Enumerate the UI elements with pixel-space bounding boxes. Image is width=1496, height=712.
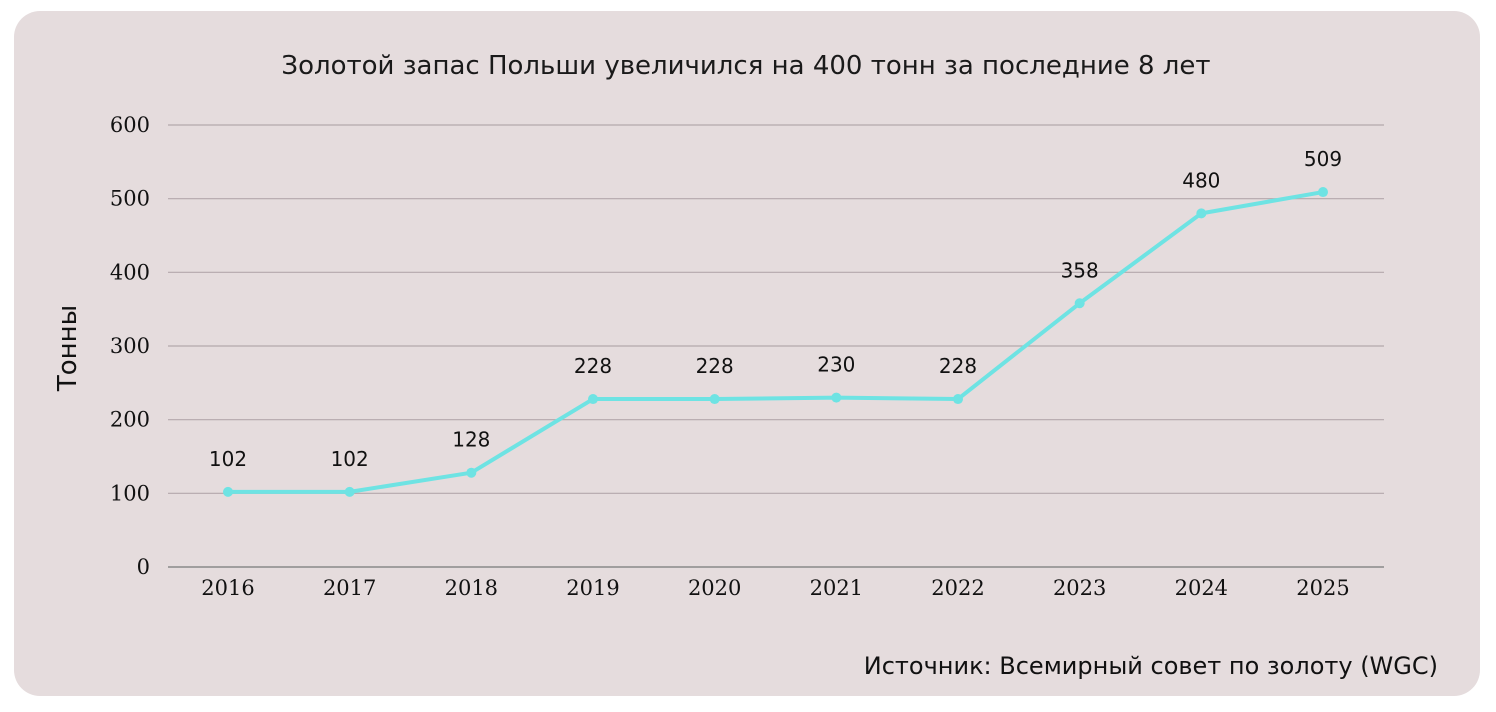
chart-title: Золотой запас Польши увеличился на 400 т… bbox=[281, 51, 1210, 81]
y-tick-label: 0 bbox=[137, 555, 150, 579]
data-point bbox=[953, 394, 963, 405]
data-label: 358 bbox=[1061, 258, 1099, 282]
x-tick-label: 2020 bbox=[688, 576, 741, 600]
y-tick-label: 300 bbox=[110, 334, 150, 358]
x-tick-label: 2017 bbox=[323, 576, 376, 600]
y-axis-ticks: 0 100 200 300 400 500 600 bbox=[110, 113, 150, 579]
data-point bbox=[1196, 208, 1207, 219]
y-tick-label: 600 bbox=[110, 113, 150, 137]
data-labels: 102 102 128 228 228 230 228 358 480 509 bbox=[209, 147, 1342, 471]
series-line bbox=[226, 190, 1325, 494]
x-tick-label: 2024 bbox=[1175, 576, 1228, 600]
series bbox=[223, 187, 1328, 497]
x-tick-label: 2019 bbox=[566, 576, 619, 600]
data-point bbox=[223, 486, 233, 497]
data-label: 228 bbox=[939, 354, 977, 378]
data-label: 102 bbox=[209, 447, 247, 471]
data-point bbox=[466, 467, 477, 478]
source-note: Источник: Всемирный совет по золоту (WGC… bbox=[863, 652, 1438, 680]
x-tick-label: 2021 bbox=[810, 576, 863, 600]
data-point bbox=[1318, 187, 1328, 198]
data-label: 228 bbox=[574, 354, 612, 378]
data-label: 509 bbox=[1304, 147, 1342, 171]
x-axis-ticks: 2016 2017 2018 2019 2020 2021 2022 2023 2024 2025 bbox=[201, 576, 1349, 600]
data-label: 128 bbox=[452, 428, 490, 452]
y-tick-label: 200 bbox=[110, 408, 150, 432]
data-point bbox=[831, 392, 842, 403]
y-tick-label: 400 bbox=[110, 260, 150, 284]
data-point bbox=[344, 486, 355, 497]
y-tick-label: 100 bbox=[110, 481, 150, 505]
x-tick-label: 2016 bbox=[201, 576, 254, 600]
data-point bbox=[709, 394, 720, 405]
data-label: 230 bbox=[817, 353, 855, 377]
y-axis-label: Тонны bbox=[53, 305, 83, 392]
x-tick-label: 2022 bbox=[931, 576, 984, 600]
grid-lines bbox=[168, 124, 1384, 568]
x-tick-label: 2025 bbox=[1296, 576, 1349, 600]
data-point bbox=[588, 394, 598, 405]
data-label: 228 bbox=[696, 354, 734, 378]
data-point bbox=[1074, 298, 1085, 309]
x-tick-label: 2018 bbox=[445, 576, 498, 600]
data-label: 480 bbox=[1182, 168, 1220, 192]
x-tick-label: 2023 bbox=[1053, 576, 1106, 600]
y-tick-label: 500 bbox=[110, 187, 150, 211]
data-label: 102 bbox=[331, 447, 369, 471]
